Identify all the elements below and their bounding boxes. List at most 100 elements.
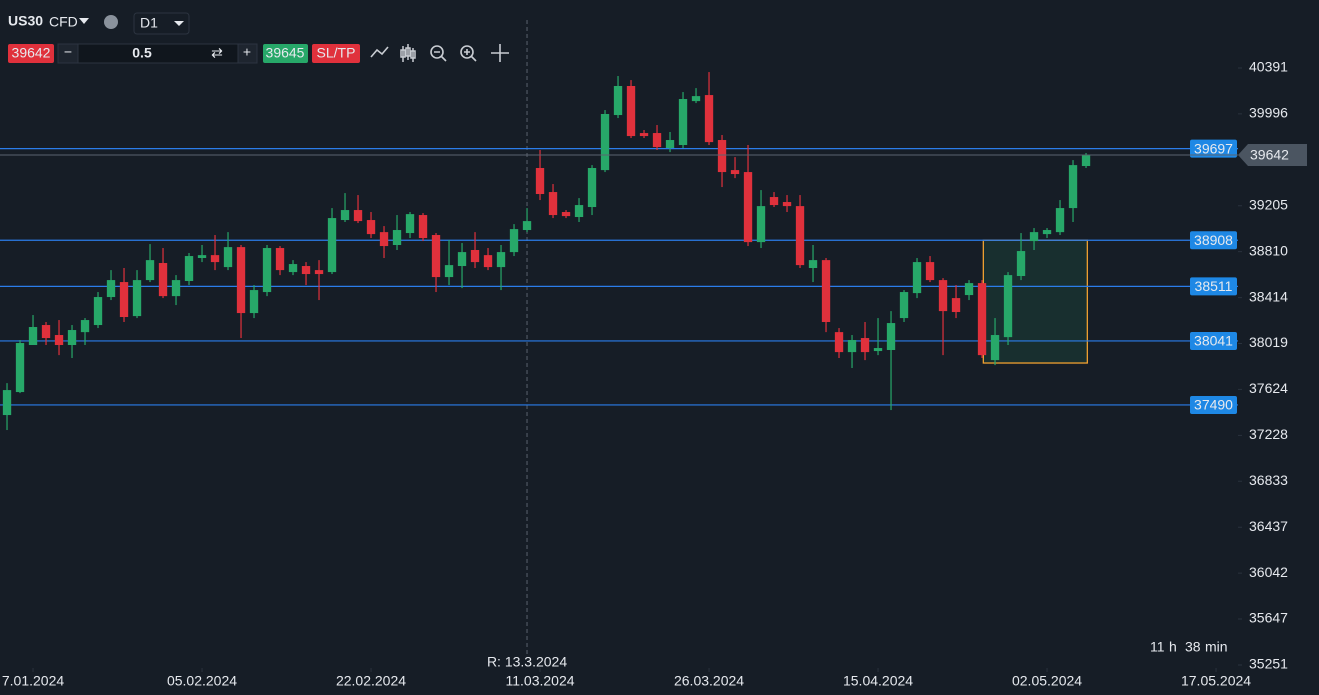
timeframe-dropdown bbox=[174, 21, 184, 26]
candle-body bbox=[236, 247, 246, 314]
timer-hours: 11 bbox=[1150, 639, 1165, 655]
y-tick-label: 35647 bbox=[1249, 610, 1288, 626]
candle-body bbox=[1016, 251, 1026, 277]
candle-body bbox=[80, 320, 90, 333]
candle-body bbox=[158, 263, 168, 297]
candle-body bbox=[535, 168, 545, 195]
y-tick-label: 38810 bbox=[1249, 242, 1288, 258]
y-tick-label: 38414 bbox=[1249, 288, 1288, 304]
candle-body bbox=[15, 343, 25, 393]
candle-body bbox=[184, 256, 194, 282]
candle-body bbox=[613, 86, 623, 116]
candle-body bbox=[301, 266, 311, 275]
y-tick-label: 37624 bbox=[1249, 380, 1288, 396]
candle-body bbox=[561, 212, 571, 217]
candle-body bbox=[743, 172, 753, 243]
candle-body bbox=[67, 330, 77, 346]
y-tick-label: 40391 bbox=[1249, 59, 1288, 75]
zoom-in-icon[interactable] bbox=[460, 45, 477, 62]
x-tick-label: 22.02.2024 bbox=[336, 673, 406, 689]
highlight-box bbox=[982, 239, 1088, 364]
candle-body bbox=[249, 290, 259, 314]
candle-body bbox=[119, 282, 129, 318]
x-tick-label: 17.05.2024 bbox=[1181, 673, 1251, 689]
line-chart-icon[interactable] bbox=[370, 46, 389, 58]
buy-button[interactable] bbox=[263, 44, 308, 63]
level-tag bbox=[1190, 331, 1237, 350]
level-tag-label: 37490 bbox=[1194, 397, 1233, 413]
candle-body bbox=[470, 250, 480, 263]
candle-body bbox=[223, 247, 233, 268]
candle-body bbox=[496, 252, 506, 268]
candle-body bbox=[574, 205, 584, 218]
info-icon[interactable] bbox=[104, 15, 118, 29]
candle-body bbox=[717, 140, 727, 173]
level-tag bbox=[1190, 395, 1237, 414]
candle-body bbox=[899, 292, 909, 319]
candle-body bbox=[431, 235, 441, 278]
candle-body bbox=[379, 232, 389, 247]
sell-price: 39642 bbox=[12, 45, 51, 61]
candle-body bbox=[678, 99, 688, 146]
candle-body bbox=[639, 133, 649, 137]
volume: 0.5 bbox=[132, 45, 152, 61]
candle-body bbox=[652, 133, 662, 148]
plus-button[interactable] bbox=[237, 43, 258, 64]
candle-body bbox=[626, 86, 636, 137]
timeframe-select[interactable] bbox=[133, 12, 190, 35]
y-tick-label: 36042 bbox=[1249, 564, 1288, 580]
candle-body bbox=[834, 332, 844, 353]
x-tick-label: 7.01.2024 bbox=[2, 673, 64, 689]
candle-body bbox=[405, 214, 415, 234]
candle-body bbox=[938, 280, 948, 312]
candle-body bbox=[1081, 154, 1091, 167]
candle-body bbox=[132, 280, 142, 317]
candle-body bbox=[93, 297, 103, 326]
candle-body bbox=[886, 323, 896, 351]
zoom-out-icon[interactable] bbox=[430, 45, 447, 62]
move-icon[interactable] bbox=[491, 44, 509, 62]
candle-body bbox=[795, 206, 805, 266]
candle-body bbox=[1042, 230, 1052, 235]
level-tag-label: 38041 bbox=[1194, 333, 1233, 349]
toolbar: US30 CFD D1 39642 − 0.5 ⇄ + 39645 SL/TP bbox=[8, 12, 509, 64]
candle-body bbox=[1055, 208, 1065, 233]
sell-button[interactable] bbox=[8, 44, 54, 63]
symbol[interactable]: US30 bbox=[8, 13, 43, 29]
candle-body bbox=[873, 348, 883, 352]
candle-body bbox=[1029, 232, 1039, 242]
candle-body bbox=[106, 280, 116, 298]
minus-sign: − bbox=[64, 44, 72, 60]
candle-body bbox=[587, 168, 597, 208]
candle-body bbox=[860, 338, 870, 353]
sltp-button[interactable] bbox=[312, 44, 360, 63]
vertical-marker-label: R: 13.3.2024 bbox=[487, 654, 567, 670]
candle-body bbox=[782, 202, 792, 207]
candle-body bbox=[444, 265, 454, 278]
sltp: SL/TP bbox=[317, 45, 356, 61]
candle-body bbox=[392, 230, 402, 246]
candle-icon[interactable] bbox=[400, 44, 416, 62]
candle-body bbox=[925, 262, 935, 281]
level-tag bbox=[1190, 231, 1237, 250]
candle-body bbox=[522, 221, 532, 231]
candle-body bbox=[821, 260, 831, 323]
y-tick-label: 35251 bbox=[1249, 656, 1288, 672]
timer-hours-unit: h bbox=[1169, 639, 1177, 655]
y-tick-label: 37228 bbox=[1249, 426, 1288, 442]
candle-body bbox=[171, 280, 181, 297]
level-tag bbox=[1190, 277, 1237, 296]
candle-body bbox=[704, 95, 714, 143]
candle-body bbox=[262, 248, 272, 293]
candle-body bbox=[1068, 165, 1078, 209]
swap-icon[interactable]: ⇄ bbox=[211, 45, 223, 61]
level-tag-label: 38908 bbox=[1194, 232, 1233, 248]
buy-price: 39645 bbox=[266, 45, 305, 61]
last-price-tag bbox=[1238, 143, 1307, 166]
symbol-dropdown[interactable] bbox=[79, 18, 89, 24]
plot: 40391 39996 39205 38810 38414 38019 37624 37228… bbox=[0, 20, 1307, 689]
candle-body bbox=[288, 264, 298, 273]
level-tag-label: 39697 bbox=[1194, 140, 1233, 156]
